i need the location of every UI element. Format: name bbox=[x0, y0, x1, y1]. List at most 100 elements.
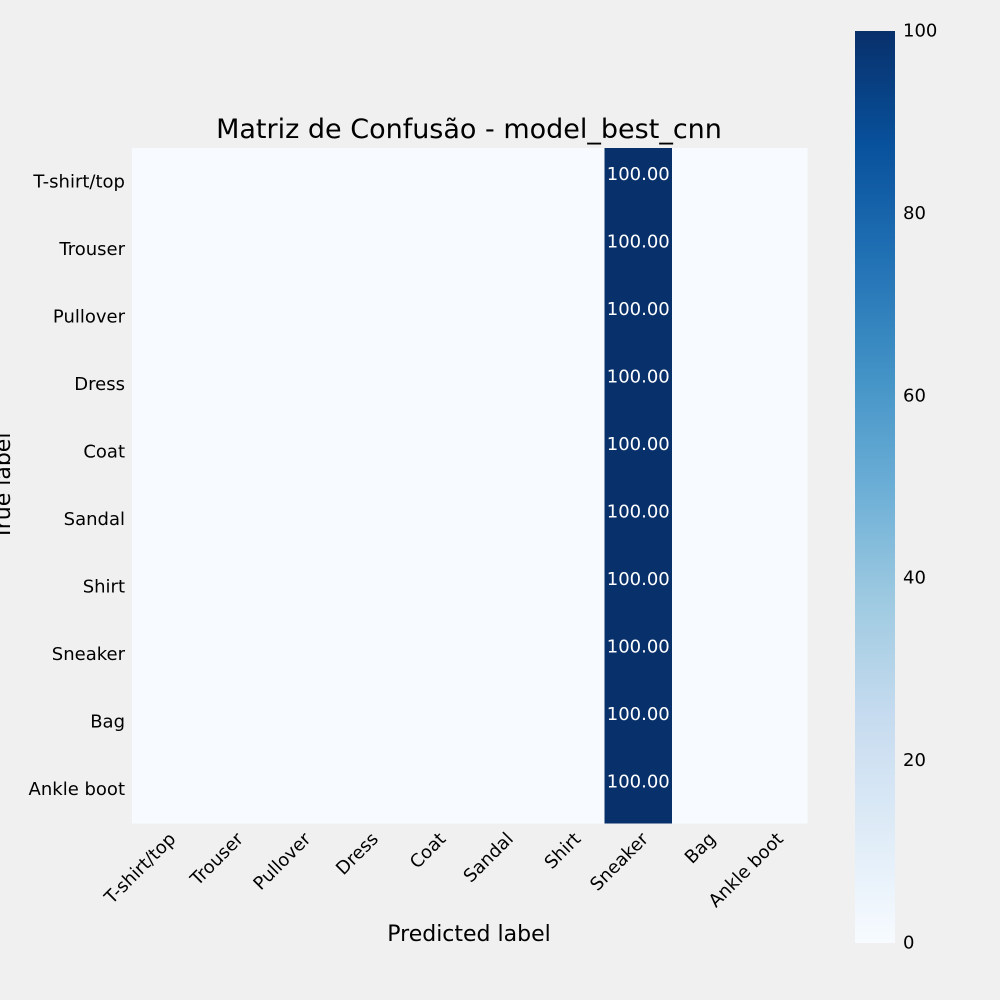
heatmap-cell-labels: 100.00 100.00 100.00 100.00 100.00 100.00 100.… bbox=[607, 164, 670, 793]
heatmap-cell bbox=[604, 283, 673, 351]
y-tick-labels: T-shirt/top Trouser Pullover Dress Coat Sanda… bbox=[29, 171, 126, 800]
heatmap-cell bbox=[739, 620, 808, 689]
heatmap-cell bbox=[469, 485, 538, 554]
colorbar bbox=[855, 31, 895, 943]
heatmap-cell bbox=[537, 553, 605, 621]
heatmap-cell bbox=[739, 485, 808, 554]
cell-value-label: 100.00 bbox=[607, 772, 670, 793]
x-tick-labels: T-shirt/top Trouser Pullover Dress Coat Sanda… bbox=[100, 828, 788, 911]
heatmap-cell bbox=[402, 283, 470, 351]
heatmap-cell bbox=[402, 418, 470, 486]
colorbar-tick-label: 100 bbox=[903, 21, 937, 42]
heatmap-cell bbox=[334, 148, 403, 216]
heatmap-cell bbox=[132, 485, 200, 554]
heatmap-cell bbox=[334, 283, 403, 351]
cell-value-label: 100.00 bbox=[607, 637, 670, 658]
y-axis-label: True label bbox=[0, 433, 16, 541]
x-tick-label: Pullover bbox=[249, 828, 315, 894]
cell-value-label: 100.00 bbox=[607, 704, 670, 725]
heatmap-cell bbox=[334, 688, 403, 756]
heatmap-cell bbox=[267, 418, 335, 486]
heatmap-cell bbox=[132, 755, 200, 824]
chart-title: Matriz de Confusão - model_best_cnn bbox=[216, 114, 722, 145]
heatmap-cell bbox=[402, 485, 470, 554]
heatmap-cell bbox=[604, 485, 673, 554]
heatmap-cell bbox=[672, 283, 740, 351]
heatmap-cell bbox=[267, 350, 335, 419]
heatmap-cell bbox=[334, 418, 403, 486]
heatmap-cell bbox=[739, 418, 808, 486]
x-tick-label: Dress bbox=[332, 829, 383, 880]
heatmap-cell bbox=[604, 553, 673, 621]
heatmap-cell bbox=[672, 688, 740, 756]
cell-value-label: 100.00 bbox=[607, 569, 670, 590]
cell-value-label: 100.00 bbox=[607, 232, 670, 253]
heatmap-cell bbox=[402, 148, 470, 216]
heatmap-cell bbox=[334, 755, 403, 824]
heatmap-cell bbox=[267, 553, 335, 621]
heatmap-cell bbox=[739, 215, 808, 284]
heatmap-cell bbox=[537, 283, 605, 351]
heatmap-cell bbox=[469, 418, 538, 486]
heatmap-cell bbox=[604, 755, 673, 824]
heatmap-cell bbox=[739, 553, 808, 621]
heatmap-cell bbox=[334, 350, 403, 419]
heatmap-cell bbox=[132, 148, 200, 216]
heatmap-cell bbox=[672, 215, 740, 284]
heatmap-cell bbox=[402, 620, 470, 689]
heatmap-cell bbox=[334, 620, 403, 689]
heatmap-cell bbox=[604, 688, 673, 756]
heatmap-cell bbox=[199, 350, 268, 419]
colorbar-tick-labels: 0 20 40 60 80 100 bbox=[903, 21, 937, 954]
x-tick-label: Coat bbox=[406, 829, 450, 873]
heatmap-cell bbox=[199, 485, 268, 554]
heatmap-cell bbox=[132, 553, 200, 621]
heatmap-cell bbox=[132, 215, 200, 284]
heatmap-cell bbox=[537, 350, 605, 419]
heatmap-cell bbox=[604, 418, 673, 486]
heatmap-cell bbox=[739, 148, 808, 216]
x-tick-label: T-shirt/top bbox=[100, 829, 180, 909]
heatmap-cell bbox=[469, 755, 538, 824]
heatmap-cells bbox=[132, 148, 808, 824]
heatmap-cell bbox=[402, 350, 470, 419]
heatmap-cell bbox=[199, 283, 268, 351]
heatmap-cell bbox=[537, 688, 605, 756]
heatmap-cell bbox=[267, 485, 335, 554]
x-tick-label: Trouser bbox=[186, 828, 248, 890]
heatmap-cell bbox=[672, 485, 740, 554]
heatmap-cell bbox=[267, 755, 335, 824]
x-tick-label: Sneaker bbox=[586, 828, 653, 895]
heatmap-cell bbox=[469, 688, 538, 756]
y-tick-label: Ankle boot bbox=[29, 779, 125, 800]
colorbar-tick-label: 40 bbox=[903, 568, 926, 589]
colorbar-tick-label: 80 bbox=[903, 203, 926, 224]
heatmap-cell bbox=[267, 148, 335, 216]
heatmap-cell bbox=[672, 620, 740, 689]
heatmap-cell bbox=[402, 215, 470, 284]
heatmap-cell bbox=[267, 688, 335, 756]
heatmap-cell bbox=[537, 485, 605, 554]
heatmap-cell bbox=[537, 148, 605, 216]
heatmap-cell bbox=[199, 755, 268, 824]
colorbar-tick-label: 20 bbox=[903, 750, 926, 771]
y-tick-label: Coat bbox=[83, 441, 125, 462]
heatmap-cell bbox=[604, 350, 673, 419]
y-tick-label: Shirt bbox=[83, 576, 125, 597]
heatmap-cell bbox=[199, 553, 268, 621]
heatmap-cell bbox=[132, 283, 200, 351]
heatmap-cell bbox=[469, 350, 538, 419]
heatmap-cell bbox=[739, 350, 808, 419]
heatmap-cell bbox=[334, 485, 403, 554]
y-tick-label: Bag bbox=[90, 711, 125, 732]
heatmap-cell bbox=[199, 688, 268, 756]
y-tick-label: Sandal bbox=[64, 509, 125, 530]
heatmap-cell bbox=[199, 418, 268, 486]
x-axis-label: Predicted label bbox=[387, 922, 550, 947]
heatmap-cell bbox=[334, 553, 403, 621]
cell-value-label: 100.00 bbox=[607, 367, 670, 388]
heatmap-cell bbox=[334, 215, 403, 284]
heatmap-cell bbox=[199, 215, 268, 284]
cell-value-label: 100.00 bbox=[607, 502, 670, 523]
